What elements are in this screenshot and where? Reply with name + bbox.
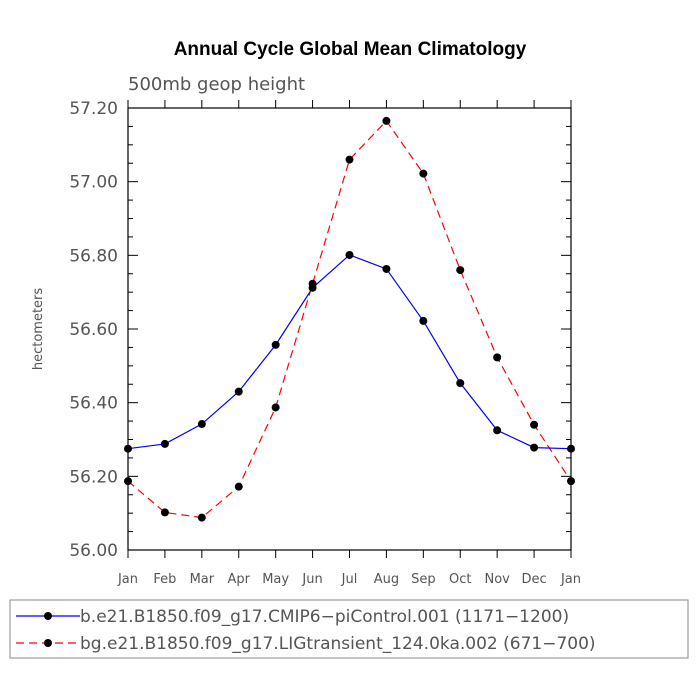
series-2-point [456,266,465,275]
legend-label-1: b.e21.B1850.f09_g17.CMIP6−piControl.001 … [80,607,569,627]
series-1-point [382,264,391,273]
series-2-point [197,513,206,522]
x-tick-label: Mar [190,572,215,587]
x-tick-label: Jan [117,572,138,587]
legend-label-2: bg.e21.B1850.f09_g17.LIGtransient_124.0k… [80,634,596,654]
plot-frame [127,107,572,551]
x-tick-label: Oct [449,572,471,587]
series-layer [124,116,575,522]
y-tick-label: 57.20 [69,99,118,119]
series-2-point [345,155,354,164]
x-tick-label: Sep [411,572,436,587]
series-1-point [493,426,502,435]
series-1-point [567,444,575,453]
series-2-point [234,482,243,491]
y-tick-label: 56.00 [69,541,118,561]
x-tick-label: Jun [301,572,322,587]
series-1-point [197,420,206,429]
series-2-point [160,508,169,517]
series-1-point [419,316,428,325]
axes: 56.00 56.20 56.40 56.60 56.80 57.00 57.20 Jan Fe… [69,99,581,587]
y-tick-label: 57.00 [69,173,118,193]
series-2-point [308,279,317,288]
x-tick-label: Jan [560,572,581,587]
series-1-point [456,379,465,388]
series-2-point [271,403,280,412]
series-2-point [493,353,502,362]
y-tick-label: 56.80 [69,246,118,266]
series-2-point [567,477,575,486]
series-1-point [160,439,169,448]
x-tick-label: Jul [341,572,358,587]
legend-marker-1 [44,612,52,620]
y-axis-label: hectometers [31,288,46,371]
series-line-2 [127,119,572,519]
series-2-point [419,169,428,178]
legend-marker-2 [44,639,52,647]
series-2-point [124,477,132,486]
series-2-point [382,116,391,125]
series-1-point [271,340,280,349]
series-line-1 [127,254,572,450]
y-tick-label: 56.20 [69,467,118,487]
x-tick-label: May [262,572,289,587]
series-1-point [234,387,243,396]
chart-title: Annual Cycle Global Mean Climatology [174,39,527,60]
x-tick-label: Feb [153,572,176,587]
legend-box [9,599,689,659]
y-tick-label: 56.60 [69,320,118,340]
legend: b.e21.B1850.f09_g17.CMIP6−piControl.001 … [9,599,689,659]
series-1-point [124,444,132,453]
x-tick-label: Apr [228,572,251,587]
x-tick-label: Dec [522,572,547,587]
series-1-point [530,443,539,452]
y-tick-label: 56.40 [69,394,118,414]
series-2-point [530,420,539,429]
series-1-point [345,250,354,259]
x-tick-label: Nov [484,572,510,587]
x-tick-label: Aug [374,572,399,587]
chart-subtitle: 500mb geop height [128,74,305,95]
